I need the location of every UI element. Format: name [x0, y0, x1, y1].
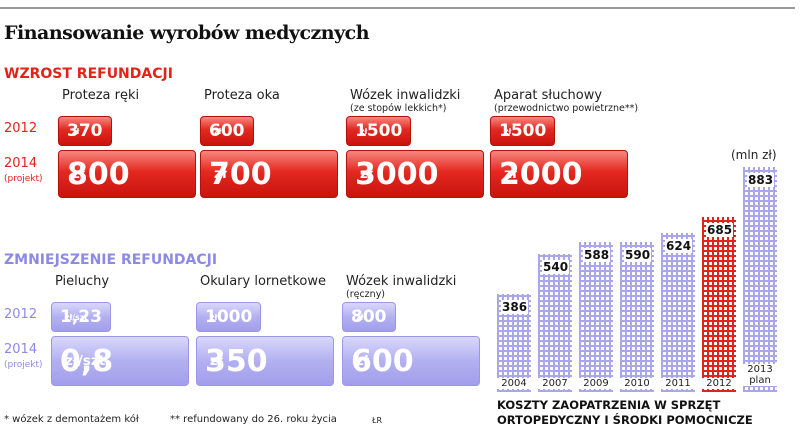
unit: zł [356, 353, 369, 369]
value: 1000 [205, 307, 253, 327]
value-box: 1500 zł [346, 116, 412, 146]
title: Finansowanie wyrobów medycznych [4, 22, 370, 44]
unit: zł [210, 353, 223, 369]
item-name: Wózek inwalidzki [350, 88, 461, 103]
row-label: 2014 [4, 342, 38, 357]
value: 0,8 [60, 343, 114, 379]
row-label: 2014 [4, 156, 38, 171]
unit: zł [210, 312, 218, 322]
unit: zł [356, 312, 364, 322]
x-tick-label: 2011 [661, 378, 695, 389]
value: 2000 [499, 156, 583, 192]
credit: ŁR [372, 416, 383, 425]
x-tick-label: 2012 [702, 378, 736, 389]
item-name: Aparat słuchowy [494, 88, 603, 103]
value: 700 [209, 156, 272, 192]
value-box: 800 zł [58, 150, 196, 198]
x-tick-label: 2013 plan [743, 364, 777, 386]
unit: zł [72, 166, 85, 182]
value-box: 600 zł [342, 336, 480, 386]
unit: zł [72, 126, 80, 136]
unit: zł [214, 166, 227, 182]
bar [620, 241, 654, 392]
value-box: 350 zł [196, 336, 334, 386]
footnote: ** refundowany do 26. roku życia [170, 414, 337, 425]
unit: zł [504, 126, 512, 136]
value: 600 [351, 343, 414, 379]
value: 370 [67, 121, 103, 141]
data-label: 588 [583, 248, 611, 263]
value-box: 1000 zł [196, 302, 262, 332]
bar [661, 232, 695, 392]
x-tick-label: 2004 [497, 378, 531, 389]
value-box: 600 zł [200, 116, 254, 146]
x-tick-label: 2010 [620, 378, 654, 389]
item-name: Proteza ręki [62, 88, 140, 103]
value-box: 700 zł [200, 150, 338, 198]
data-label: 624 [665, 238, 693, 253]
footnote: * wózek z demontażem kół [4, 414, 139, 425]
value: 800 [67, 156, 130, 192]
data-label: 590 [624, 247, 652, 262]
section-heading: ZMNIEJSZENIE REFUNDACJI [4, 252, 218, 268]
value: 800 [351, 307, 387, 327]
item-note: (przewodnictwo powietrzne**) [494, 103, 639, 114]
value-box: 0,8 zł/szt [51, 336, 189, 386]
item-note: (ręczny) [346, 289, 386, 300]
chart-caption: KOSZTY ZAOPATRZENIA W SPRZĘT ORTOPEDYCZN… [497, 398, 753, 427]
unit: zł [360, 166, 373, 182]
item-name: Okulary lornetkowe [200, 274, 327, 289]
section-heading: WZROST REFUNDACJI [4, 66, 173, 82]
unit-label: (mln zł) [731, 148, 777, 162]
row-label-note: (projekt) [4, 174, 43, 184]
unit: zł [504, 166, 517, 182]
data-label: 540 [542, 260, 570, 275]
unit: zł [214, 126, 222, 136]
value-box: 1,23 zł/szt [51, 302, 111, 332]
value-box: 370 zł [58, 116, 112, 146]
top-rule [0, 7, 795, 9]
value-box: 2000 zł [490, 150, 628, 198]
value: 600 [209, 121, 245, 141]
value-box: 3000 zł [346, 150, 484, 198]
row-label: 2012 [4, 307, 38, 322]
unit: zł/szt [65, 312, 88, 322]
unit: zł/szt [65, 353, 106, 369]
value: 1500 [499, 121, 547, 141]
value-box: 800 zł [342, 302, 396, 332]
item-name: Wózek inwalidzki [346, 274, 457, 289]
bar [538, 254, 572, 392]
bar [743, 166, 777, 392]
unit: zł [360, 126, 368, 136]
data-label: 386 [501, 299, 529, 314]
bar [702, 217, 736, 392]
item-note: (ze stopów lekkich*) [350, 103, 447, 114]
value: 1500 [355, 121, 403, 141]
value: 350 [205, 343, 268, 379]
item-name: Proteza oka [204, 88, 280, 103]
data-label: 883 [747, 172, 775, 187]
row-label-note: (projekt) [4, 360, 43, 370]
x-tick-label: 2009 [579, 378, 613, 389]
row-label: 2012 [4, 121, 38, 136]
bar [579, 242, 613, 392]
value: 3000 [355, 156, 439, 192]
data-label: 685 [706, 223, 734, 238]
x-tick-label: 2007 [538, 378, 572, 389]
value-box: 1500 zł [490, 116, 556, 146]
value: 1,23 [60, 307, 102, 327]
item-name: Pieluchy [55, 274, 110, 289]
